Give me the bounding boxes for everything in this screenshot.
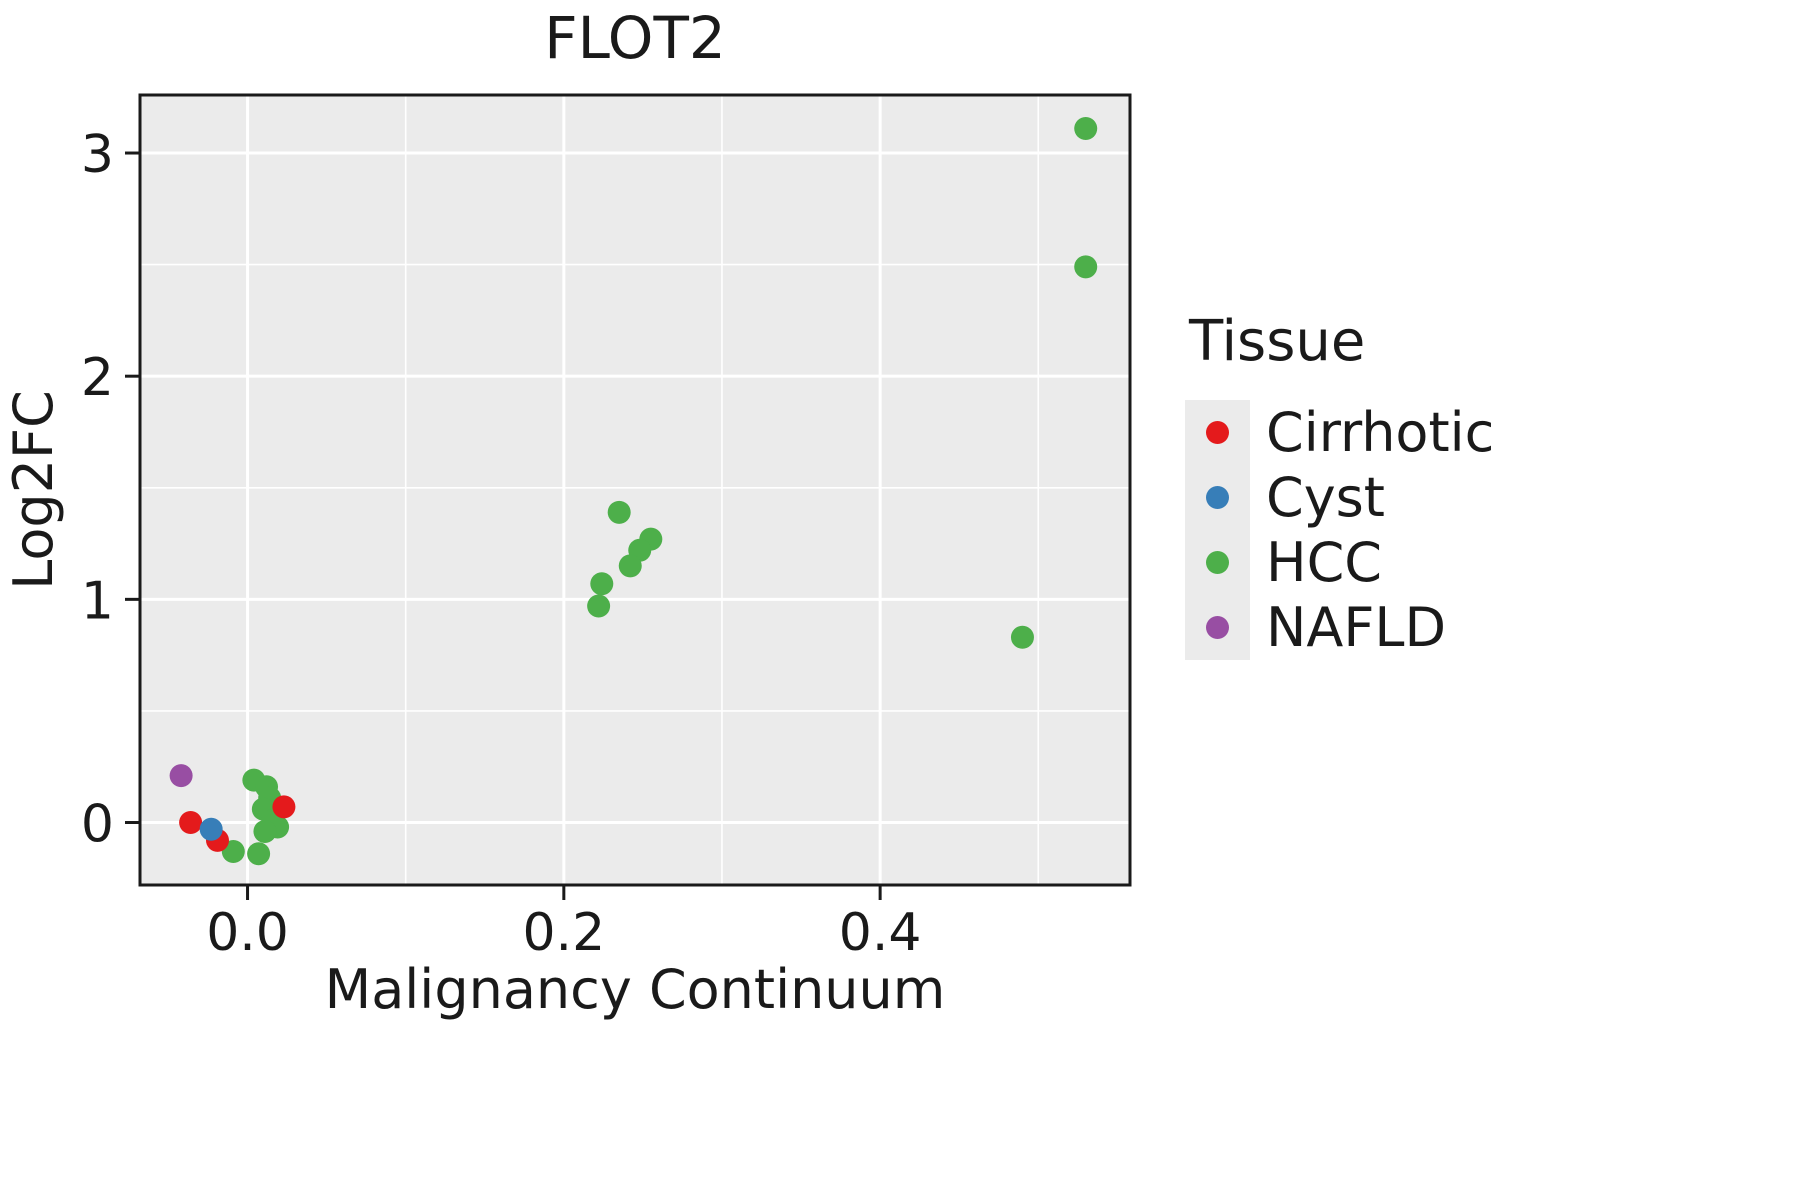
legend: Tissue Cirrhotic Cyst HCC NAFLD [1185,309,1495,661]
legend-dot-icon [1206,616,1229,640]
y-tick-label: 2 [81,348,114,408]
y-tick-label: 3 [81,125,114,185]
axis-ticks [125,151,882,900]
legend-item-nafld: NAFLD [1185,595,1494,661]
x-tick-label: 0.4 [839,903,922,963]
legend-label: NAFLD [1266,596,1447,660]
legend-title: Tissue [1189,309,1366,374]
x-tick-label: 0.0 [206,903,289,963]
x-axis-label: Malignancy Continuum [325,958,946,1021]
legend-dot-icon [1206,486,1229,510]
legend-item-cyst: Cyst [1185,465,1494,531]
gridlines [140,95,1130,885]
point-nafld [169,764,193,788]
y-tick-label: 1 [81,571,114,631]
y-axis-label: Log2FC [2,390,65,590]
point-hcc [618,554,642,578]
legend-label: Cirrhotic [1266,401,1495,465]
point-hcc [1010,625,1034,649]
legend-key [1185,530,1250,596]
legend-item-hcc: HCC [1185,530,1494,596]
point-cirrhotic [179,811,203,835]
legend-item-cirrhotic: Cirrhotic [1185,400,1495,466]
legend-key [1185,595,1250,661]
point-hcc [1074,116,1098,140]
legend-dot-icon [1206,551,1229,575]
legend-label: Cyst [1266,466,1385,530]
point-hcc [590,572,614,596]
point-hcc [607,500,631,524]
x-tick-label: 0.2 [522,903,605,963]
point-cirrhotic [272,795,296,819]
point-hcc [587,594,611,618]
point-hcc [1074,255,1098,279]
legend-dot-icon [1206,421,1229,445]
point-cyst [199,817,223,841]
y-tick-label: 0 [81,795,114,855]
legend-items: Cirrhotic Cyst HCC NAFLD [1185,400,1495,661]
point-hcc [253,819,277,843]
legend-key [1185,400,1250,466]
tick-labels: 0.0 0.2 0.4 0 1 2 3 [81,125,922,963]
legend-key [1185,465,1250,531]
chart-title: FLOT2 [544,4,726,72]
point-hcc [247,842,271,866]
panel-border [138,93,1132,887]
data-points [169,116,1098,866]
plot-panel [140,95,1130,885]
legend-label: HCC [1266,531,1383,595]
